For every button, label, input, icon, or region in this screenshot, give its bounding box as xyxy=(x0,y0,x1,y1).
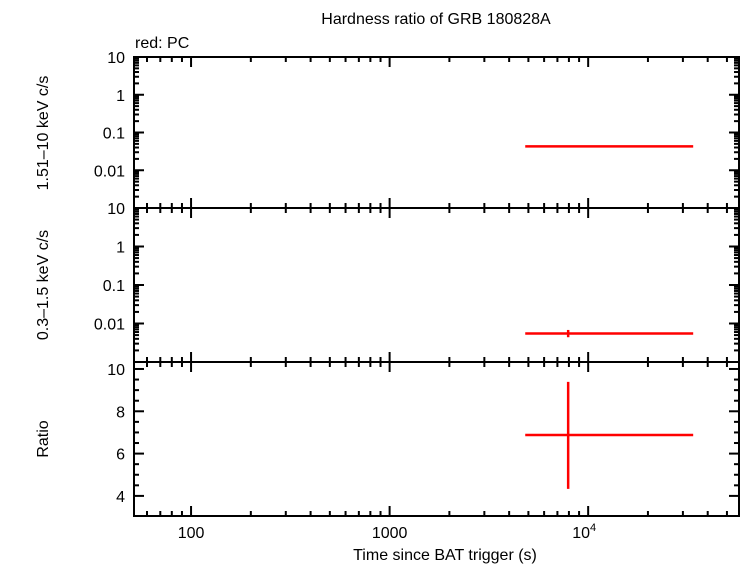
x-tick-label: 100 xyxy=(178,525,205,542)
y-tick-label: 0.01 xyxy=(94,317,125,334)
y-tick-label: 0.1 xyxy=(103,278,125,295)
y-tick-label: 4 xyxy=(116,489,125,506)
y-tick-label: 10 xyxy=(107,50,125,67)
y-tick-label: 0.1 xyxy=(103,126,125,143)
y-tick-label: 8 xyxy=(116,404,125,421)
y-axis-label-top: 1.51–10 keV c/s xyxy=(35,76,52,191)
panel-frame-1 xyxy=(133,207,740,363)
x-tick-label: 1000 xyxy=(372,525,408,542)
legend-annotation: red: PC xyxy=(135,35,189,52)
y-tick-label: 0.01 xyxy=(94,163,125,180)
chart-title: Hardness ratio of GRB 180828A xyxy=(321,11,551,28)
x-axis-label: Time since BAT trigger (s) xyxy=(353,547,537,564)
panel-frame-2 xyxy=(133,361,740,517)
y-tick-label: 10 xyxy=(107,201,125,218)
y-tick-label: 10 xyxy=(107,362,125,379)
y-axis-label-middle: 0.3–1.5 keV c/s xyxy=(35,230,52,340)
panel-frame-0 xyxy=(133,56,740,209)
x-tick-label: 104 xyxy=(572,522,596,542)
y-axis-label-bottom: Ratio xyxy=(35,420,52,457)
y-tick-label: 6 xyxy=(116,447,125,464)
y-tick-label: 1 xyxy=(116,88,125,105)
y-tick-label: 1 xyxy=(116,240,125,257)
